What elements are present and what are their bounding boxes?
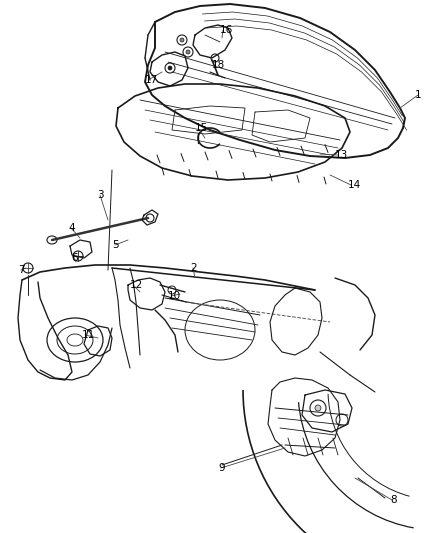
Text: 14: 14 xyxy=(348,180,361,190)
Circle shape xyxy=(186,50,190,54)
Text: 1: 1 xyxy=(415,90,422,100)
Circle shape xyxy=(23,263,33,273)
Circle shape xyxy=(180,38,184,42)
Text: 13: 13 xyxy=(335,150,348,160)
Circle shape xyxy=(211,54,219,62)
Text: 17: 17 xyxy=(145,75,158,85)
Circle shape xyxy=(177,35,187,45)
Text: 11: 11 xyxy=(82,330,95,340)
Text: 8: 8 xyxy=(390,495,397,505)
Text: 6: 6 xyxy=(71,253,78,263)
Text: 10: 10 xyxy=(168,291,181,301)
Text: 18: 18 xyxy=(212,60,225,70)
Circle shape xyxy=(336,414,348,426)
Text: 16: 16 xyxy=(220,25,233,35)
Text: 4: 4 xyxy=(68,223,74,233)
Circle shape xyxy=(315,405,321,411)
Text: 15: 15 xyxy=(195,123,208,133)
Circle shape xyxy=(73,251,83,261)
Circle shape xyxy=(183,47,193,57)
Circle shape xyxy=(168,66,172,70)
Text: 9: 9 xyxy=(218,463,225,473)
Text: 5: 5 xyxy=(112,240,119,250)
Text: 12: 12 xyxy=(130,280,143,290)
Circle shape xyxy=(310,400,326,416)
Circle shape xyxy=(165,63,175,73)
Text: 3: 3 xyxy=(97,190,104,200)
Circle shape xyxy=(146,214,154,222)
Text: 7: 7 xyxy=(18,265,25,275)
Circle shape xyxy=(168,286,176,294)
Text: 2: 2 xyxy=(190,263,197,273)
